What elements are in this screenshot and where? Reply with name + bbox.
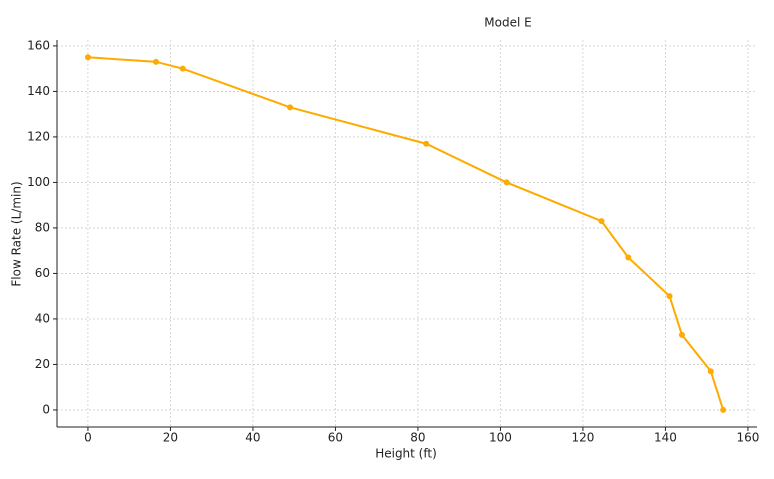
point — [423, 140, 430, 147]
x-tick-label: 60 — [328, 431, 343, 445]
x-tick-label: 160 — [736, 431, 759, 445]
x-tick-label: 40 — [245, 431, 260, 445]
point — [707, 368, 714, 375]
chart-title: Model E — [484, 16, 531, 30]
y-tick-label: 100 — [27, 175, 50, 189]
y-tick-label: 120 — [27, 129, 50, 143]
point — [666, 293, 673, 300]
x-tick-label: 120 — [571, 431, 594, 445]
point — [179, 65, 186, 72]
point — [503, 179, 510, 186]
point — [84, 54, 91, 61]
point — [287, 104, 294, 111]
y-tick-label: 80 — [35, 220, 50, 234]
point — [152, 58, 159, 65]
x-tick-label: 140 — [654, 431, 677, 445]
point — [720, 406, 727, 413]
y-tick-label: 160 — [27, 38, 50, 52]
y-axis-label: Flow Rate (L/min) — [10, 181, 24, 286]
y-tick-label: 140 — [27, 84, 50, 98]
y-tick-label: 40 — [35, 311, 50, 325]
x-axis-label: Height (ft) — [375, 447, 437, 461]
x-tick-label: 20 — [163, 431, 178, 445]
series-line — [87, 56, 725, 411]
x-tick-label: 80 — [410, 431, 425, 445]
x-tick-label: 0 — [84, 431, 92, 445]
y-tick-label: 60 — [35, 266, 50, 280]
x-tick-label: 100 — [489, 431, 512, 445]
point — [678, 331, 685, 338]
y-tick-label: 0 — [42, 402, 50, 416]
y-tick-label: 20 — [35, 357, 50, 371]
point — [598, 218, 605, 225]
point — [625, 254, 632, 261]
